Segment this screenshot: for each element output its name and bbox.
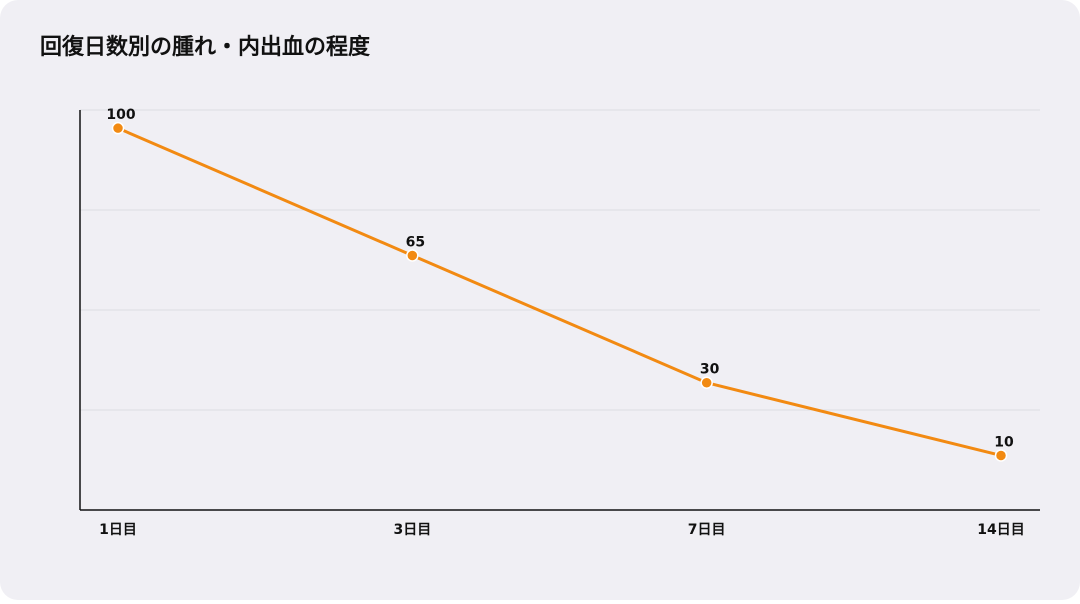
x-tick-label: 7日目 <box>688 522 726 538</box>
point <box>700 376 713 389</box>
data-label: 65 <box>406 234 425 250</box>
x-tick-label: 3日目 <box>393 522 431 538</box>
x-tick-label: 14日目 <box>977 522 1024 538</box>
chart-title: 回復日数別の腫れ・内出血の程度 <box>40 34 371 60</box>
point <box>111 121 125 135</box>
data-label: 30 <box>700 362 720 378</box>
data-label: 10 <box>994 434 1014 450</box>
line <box>117 126 1002 457</box>
point <box>994 449 1008 462</box>
data-label: 100 <box>106 107 135 123</box>
point <box>406 249 419 262</box>
x-tick-label: 1日目 <box>99 522 137 538</box>
